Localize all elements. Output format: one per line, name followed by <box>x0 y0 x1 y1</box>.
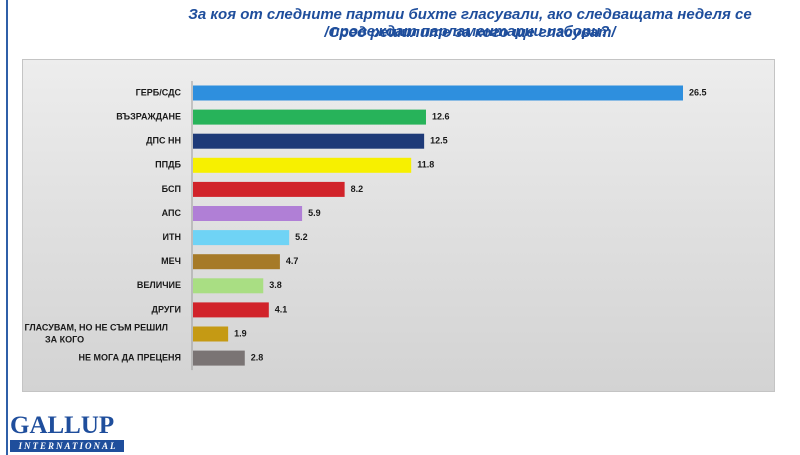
category-label: БСП <box>162 184 181 194</box>
bar <box>193 350 245 366</box>
value-label: 1.9 <box>234 328 247 338</box>
category-label-line2: ЗА КОГО <box>45 334 84 344</box>
logo-subtitle: INTERNATIONAL <box>18 441 118 451</box>
logo-bar <box>10 440 124 452</box>
value-label: 12.6 <box>432 111 450 121</box>
value-label: 5.2 <box>295 232 308 242</box>
bar <box>193 326 229 342</box>
category-label: АПС <box>162 208 182 218</box>
category-label: НЕ МОГА ДА ПРЕЦЕНЯ <box>79 352 181 362</box>
chart-title: За коя от следните партии бихте гласувал… <box>188 6 752 40</box>
bar <box>193 109 426 125</box>
logo-wordmark: GALLUP <box>10 412 115 439</box>
category-label: ВЪЗРАЖДАНЕ <box>116 111 181 121</box>
category-label: ППДБ <box>155 160 181 170</box>
bar <box>193 278 264 294</box>
bar <box>193 302 269 318</box>
category-label: ДПС НН <box>146 136 181 146</box>
bar <box>193 206 303 221</box>
bar <box>193 230 290 246</box>
bar <box>193 181 345 197</box>
bar <box>193 157 412 173</box>
chart-panel: ГЕРБ/СДС 26.5 ВЪЗРАЖДАНЕ 12.6 ДПС НН 12.5 ППДБ… <box>22 59 775 392</box>
value-label: 3.8 <box>269 280 282 290</box>
gallup-logo: GALLUP INTERNATIONAL <box>10 412 128 452</box>
category-label: МЕЧ <box>161 256 181 266</box>
bar-chart: ГЕРБ/СДС 26.5 ВЪЗРАЖДАНЕ 12.6 ДПС НН 12.5 ППДБ… <box>23 80 707 371</box>
category-label: ГЕРБ/СДС <box>136 87 182 97</box>
category-label: ДРУГИ <box>152 304 181 314</box>
value-label: 4.1 <box>275 304 288 314</box>
value-label: 8.2 <box>351 184 364 194</box>
category-label: ИТН <box>163 232 181 242</box>
category-label: ВЕЛИЧИЕ <box>137 280 181 290</box>
value-label: 26.5 <box>689 87 707 97</box>
bar <box>193 85 683 101</box>
category-label-line1: ЩЕ ГЛАСУВАМ, НО НЕ СЪМ РЕШИЛ <box>23 322 168 332</box>
value-label: 11.8 <box>417 160 434 170</box>
chart-subtitle: /Сред решилите за кого ще гласуват/ <box>324 24 616 41</box>
bar <box>193 254 280 270</box>
value-label: 12.5 <box>430 136 448 146</box>
value-label: 5.9 <box>308 208 321 218</box>
value-label: 2.8 <box>251 352 264 362</box>
left-accent-rule <box>6 0 8 455</box>
bar <box>193 133 425 149</box>
value-label: 4.7 <box>286 256 299 266</box>
